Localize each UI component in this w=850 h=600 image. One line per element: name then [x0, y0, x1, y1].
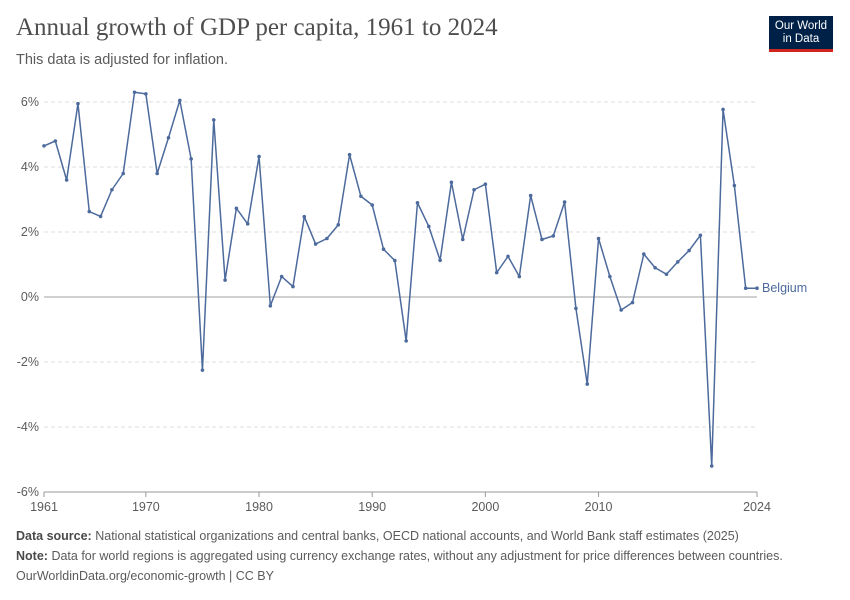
logo-line-1: Our World [774, 20, 828, 32]
data-point [743, 286, 748, 291]
data-point [200, 368, 205, 372]
series-line-belgium [43, 91, 757, 467]
data-point [528, 193, 533, 198]
data-point [279, 274, 284, 279]
data-point [110, 187, 114, 192]
data-point [325, 236, 329, 241]
footer-link[interactable]: OurWorldinData.org/economic-growth | CC … [16, 569, 274, 583]
data-point [472, 187, 476, 192]
data-point [245, 222, 250, 226]
x-tick-label: 2010 [585, 500, 613, 514]
data-point [698, 233, 703, 238]
data-point [574, 306, 578, 311]
note-text: Data for world regions is aggregated usi… [51, 549, 783, 563]
data-point [336, 223, 341, 227]
y-tick-label: 2% [21, 225, 39, 239]
data-point [460, 237, 465, 242]
y-tick-label: -6% [17, 485, 39, 499]
data-point [687, 248, 691, 253]
y-tick-label: -2% [17, 355, 39, 369]
data-point [449, 180, 454, 185]
data-point [211, 118, 216, 122]
x-tick-label: 1970 [132, 500, 160, 514]
data-point [178, 98, 182, 103]
data-point [596, 236, 601, 241]
series-label-belgium: Belgium [762, 281, 807, 295]
y-tick-label: 6% [21, 95, 39, 109]
data-point [585, 382, 590, 386]
data-point [517, 274, 522, 279]
data-source-label: Data source: [16, 529, 92, 543]
data-source: Data source: National statistical organi… [16, 529, 739, 543]
data-point [426, 224, 431, 229]
data-point [313, 242, 318, 246]
data-point [709, 464, 714, 468]
data-point [291, 284, 295, 289]
data-point [76, 101, 80, 106]
data-point [494, 270, 499, 275]
data-point [302, 214, 307, 219]
data-point [393, 258, 397, 263]
data-point [755, 286, 759, 291]
data-point [506, 254, 510, 259]
x-tick-label: 2024 [743, 500, 771, 514]
data-point [483, 182, 488, 187]
data-point [347, 152, 352, 157]
data-note: Note: Data for world regions is aggregat… [16, 549, 783, 563]
data-point [732, 183, 737, 188]
data-point [415, 200, 420, 205]
data-point [189, 157, 193, 161]
data-point [404, 339, 408, 343]
data-point [551, 234, 556, 238]
data-point [132, 90, 137, 95]
data-point [42, 144, 46, 148]
x-tick-label: 1990 [358, 500, 386, 514]
data-point [121, 171, 126, 176]
data-point [540, 237, 544, 242]
data-point [370, 203, 375, 207]
data-point [98, 214, 103, 219]
data-point [64, 178, 69, 182]
note-label: Note: [16, 549, 48, 563]
y-tick-label: 0% [21, 290, 39, 304]
data-point [675, 260, 680, 264]
data-point [223, 278, 227, 282]
data-point [630, 300, 635, 305]
data-point [234, 206, 239, 211]
y-tick-label: -4% [17, 420, 39, 434]
data-point [562, 200, 567, 204]
data-point [438, 258, 442, 263]
chart-subtitle: This data is adjusted for inflation. [16, 52, 228, 68]
x-tick-label: 2000 [471, 500, 499, 514]
data-point [653, 265, 657, 270]
data-source-text: National statistical organizations and c… [95, 529, 739, 543]
data-point [359, 194, 363, 199]
x-tick-label: 1980 [245, 500, 273, 514]
data-point [257, 154, 261, 159]
data-point [664, 272, 669, 277]
data-point [155, 171, 159, 176]
x-tick-label: 1961 [30, 500, 58, 514]
data-point [619, 308, 623, 312]
data-point [642, 252, 646, 256]
owid-logo[interactable]: Our World in Data [769, 16, 833, 52]
chart-title: Annual growth of GDP per capita, 1961 to… [16, 14, 498, 41]
y-tick-label: 4% [21, 160, 39, 174]
data-point [268, 303, 273, 308]
data-point [381, 247, 386, 252]
logo-line-2: in Data [782, 33, 820, 45]
data-point [608, 274, 612, 279]
data-point [53, 139, 58, 143]
data-point [144, 92, 148, 96]
data-point [87, 209, 92, 214]
data-point [721, 107, 725, 112]
data-point [166, 135, 171, 140]
